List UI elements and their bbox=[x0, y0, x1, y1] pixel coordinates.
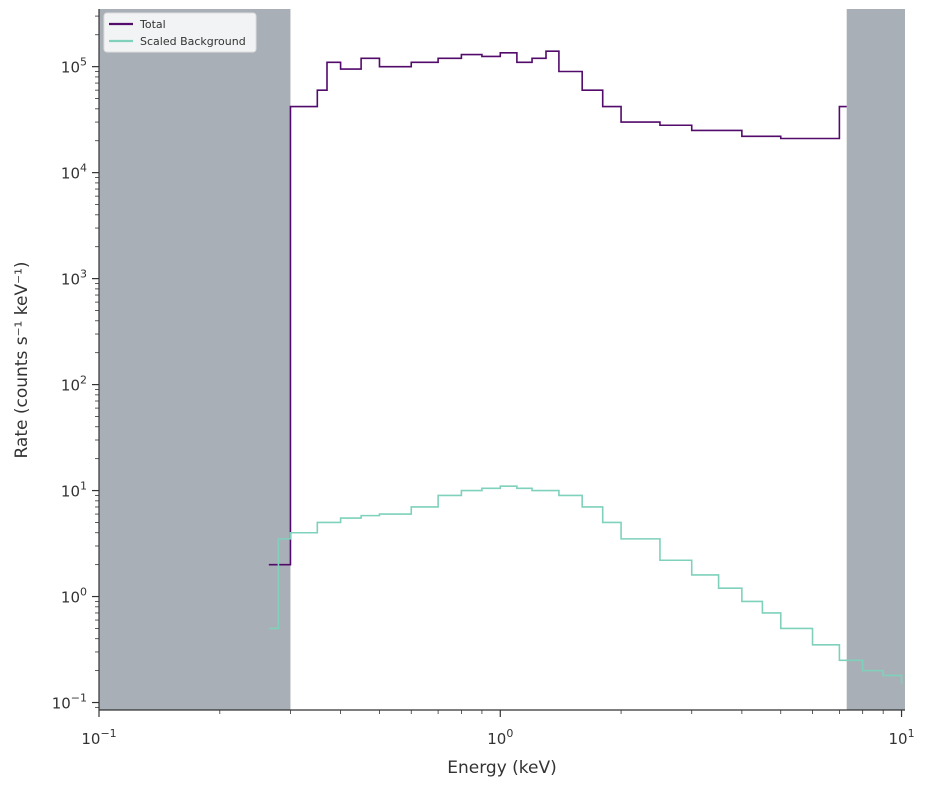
x-tick-label-1: 100 bbox=[487, 727, 513, 748]
series-line-0 bbox=[268, 50, 847, 566]
legend-label-0: Total bbox=[139, 18, 166, 31]
y-axis-label: Rate (counts s⁻¹ keV⁻¹) bbox=[12, 261, 32, 458]
series-layer bbox=[268, 50, 903, 684]
y-tick-label-1: 100 bbox=[61, 586, 87, 607]
ignored-regions bbox=[99, 9, 905, 710]
ignored-region-1 bbox=[846, 9, 905, 710]
y-tick-label-6: 105 bbox=[61, 56, 87, 77]
x-axis-label: Energy (keV) bbox=[447, 758, 557, 778]
legend: Total Scaled Background bbox=[103, 12, 257, 53]
x-tick-label-0: 10−1 bbox=[81, 727, 116, 748]
y-tick-label-2: 101 bbox=[61, 480, 87, 501]
x-tick-label-2: 101 bbox=[889, 727, 915, 748]
ignored-region-0 bbox=[99, 9, 291, 710]
y-tick-label-5: 104 bbox=[61, 162, 87, 183]
y-tick-label-4: 103 bbox=[61, 268, 87, 289]
legend-label-1: Scaled Background bbox=[140, 35, 246, 48]
legend-box bbox=[103, 12, 257, 53]
y-tick-label-0: 10−1 bbox=[52, 692, 87, 713]
axes: 10−1 100 101 10−1 100 101 102 103 104 105 bbox=[52, 9, 915, 748]
y-tick-label-3: 102 bbox=[61, 374, 87, 395]
series-line-1 bbox=[268, 485, 903, 684]
